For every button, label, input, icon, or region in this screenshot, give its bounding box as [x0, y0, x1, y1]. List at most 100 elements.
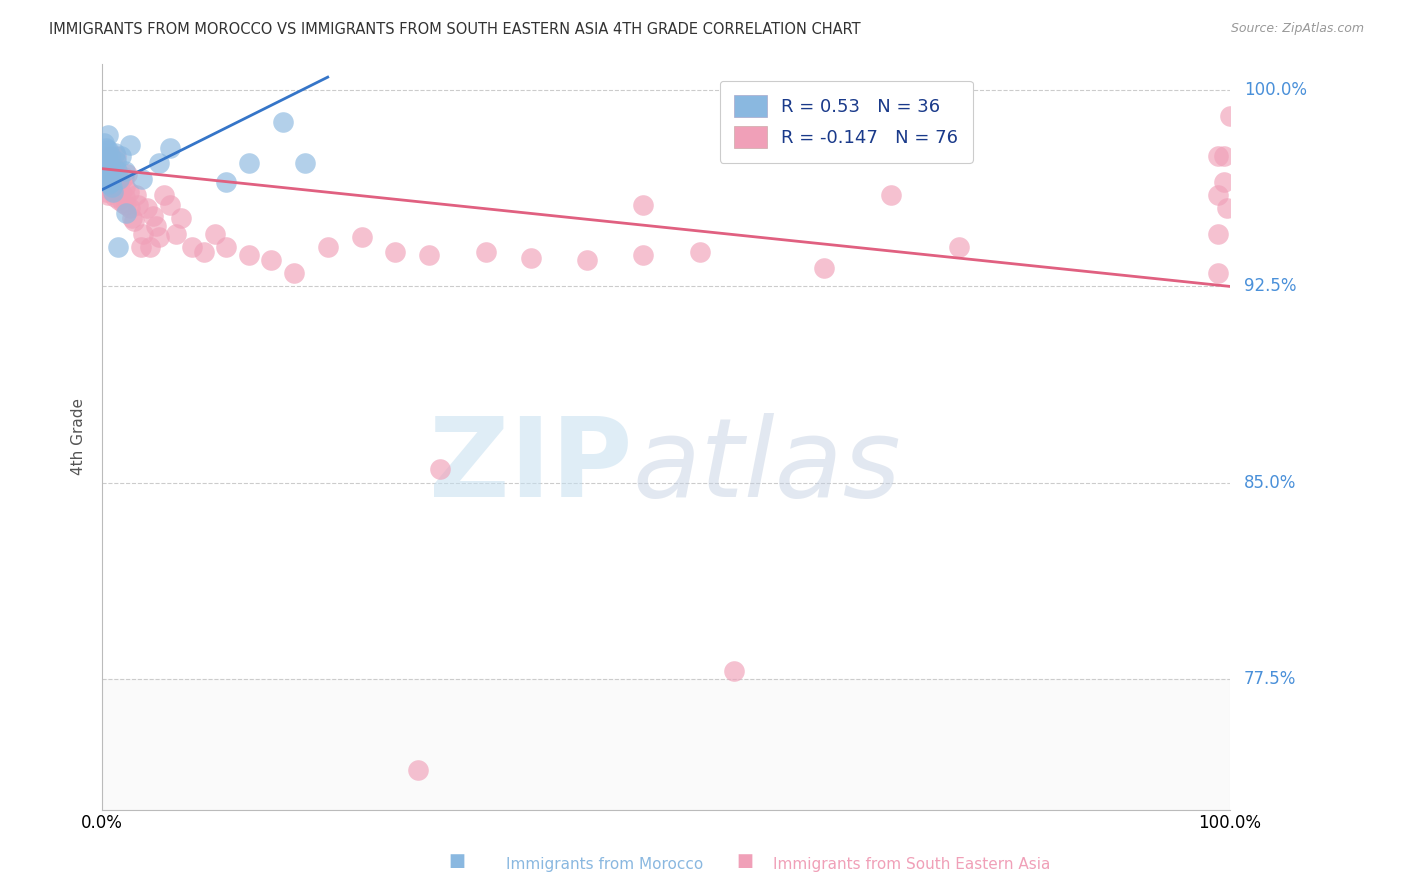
- Point: [114, 180, 136, 194]
- Point: [98, 148, 121, 162]
- Bar: [103, 679, 1230, 810]
- Point: [1208, 227, 1230, 241]
- Point: [97, 187, 120, 202]
- Point: [723, 664, 745, 678]
- Point: [1216, 201, 1239, 215]
- Point: [107, 183, 129, 197]
- Point: [97, 178, 120, 192]
- Point: [1213, 148, 1236, 162]
- Point: [98, 159, 121, 173]
- Point: [100, 167, 122, 181]
- Point: [93, 136, 115, 150]
- Point: [271, 114, 294, 128]
- Point: [93, 146, 115, 161]
- Point: [519, 251, 541, 265]
- Point: [204, 227, 226, 241]
- Legend: R = 0.53   N = 36, R = -0.147   N = 76: R = 0.53 N = 36, R = -0.147 N = 76: [720, 80, 973, 162]
- Point: [98, 148, 121, 162]
- Point: [215, 240, 238, 254]
- Point: [406, 764, 429, 778]
- Text: Immigrants from Morocco: Immigrants from Morocco: [506, 857, 703, 872]
- Point: [148, 229, 170, 244]
- Point: [114, 164, 136, 178]
- Text: ■: ■: [449, 852, 465, 870]
- Point: [127, 198, 149, 212]
- Point: [1219, 109, 1241, 123]
- Point: [98, 178, 121, 192]
- Point: [97, 144, 120, 158]
- Point: [1213, 175, 1236, 189]
- Point: [98, 183, 121, 197]
- Point: [115, 206, 138, 220]
- Point: [418, 248, 440, 262]
- Point: [97, 128, 120, 142]
- Text: 100.0%: 100.0%: [1244, 81, 1306, 99]
- Point: [165, 227, 187, 241]
- Point: [104, 153, 127, 168]
- Point: [159, 198, 181, 212]
- Y-axis label: 4th Grade: 4th Grade: [72, 399, 86, 475]
- Point: [350, 229, 373, 244]
- Point: [111, 195, 134, 210]
- Point: [122, 214, 145, 228]
- Point: [105, 164, 128, 178]
- Point: [138, 240, 160, 254]
- Point: [103, 186, 125, 200]
- Point: [103, 159, 125, 173]
- Point: [93, 164, 115, 178]
- Point: [104, 190, 127, 204]
- Point: [633, 248, 655, 262]
- Point: [948, 240, 970, 254]
- Point: [136, 201, 159, 215]
- Point: [97, 153, 120, 168]
- Text: IMMIGRANTS FROM MOROCCO VS IMMIGRANTS FROM SOUTH EASTERN ASIA 4TH GRADE CORRELAT: IMMIGRANTS FROM MOROCCO VS IMMIGRANTS FR…: [49, 22, 860, 37]
- Point: [104, 148, 127, 162]
- Point: [294, 156, 316, 170]
- Point: [110, 186, 132, 200]
- Point: [429, 462, 451, 476]
- Point: [114, 190, 136, 204]
- Point: [96, 164, 118, 178]
- Point: [98, 161, 121, 176]
- Point: [108, 193, 131, 207]
- Point: [100, 159, 122, 173]
- Point: [110, 175, 132, 189]
- Point: [384, 245, 406, 260]
- Point: [120, 138, 142, 153]
- Point: [145, 219, 167, 234]
- Point: [118, 186, 141, 200]
- Point: [96, 172, 118, 186]
- Text: Immigrants from South Eastern Asia: Immigrants from South Eastern Asia: [773, 857, 1050, 872]
- Point: [94, 151, 117, 165]
- Text: Source: ZipAtlas.com: Source: ZipAtlas.com: [1230, 22, 1364, 36]
- Point: [576, 253, 599, 268]
- Point: [100, 169, 122, 184]
- Point: [283, 266, 305, 280]
- Point: [193, 245, 215, 260]
- Point: [103, 169, 125, 184]
- Point: [1208, 148, 1230, 162]
- Point: [98, 172, 121, 186]
- Point: [94, 141, 117, 155]
- Point: [260, 253, 283, 268]
- Point: [101, 180, 124, 194]
- Point: [1208, 187, 1230, 202]
- Point: [107, 240, 129, 254]
- Point: [125, 187, 148, 202]
- Point: [104, 161, 127, 176]
- Point: [170, 211, 193, 226]
- Point: [153, 187, 176, 202]
- Point: [100, 175, 122, 189]
- Point: [104, 180, 127, 194]
- Point: [96, 156, 118, 170]
- Point: [94, 175, 117, 189]
- Point: [129, 240, 152, 254]
- Point: [112, 169, 135, 184]
- Point: [215, 175, 238, 189]
- Point: [1208, 266, 1230, 280]
- Point: [689, 245, 711, 260]
- Point: [108, 172, 131, 186]
- Point: [132, 227, 155, 241]
- Point: [159, 141, 181, 155]
- Text: 85.0%: 85.0%: [1244, 474, 1296, 491]
